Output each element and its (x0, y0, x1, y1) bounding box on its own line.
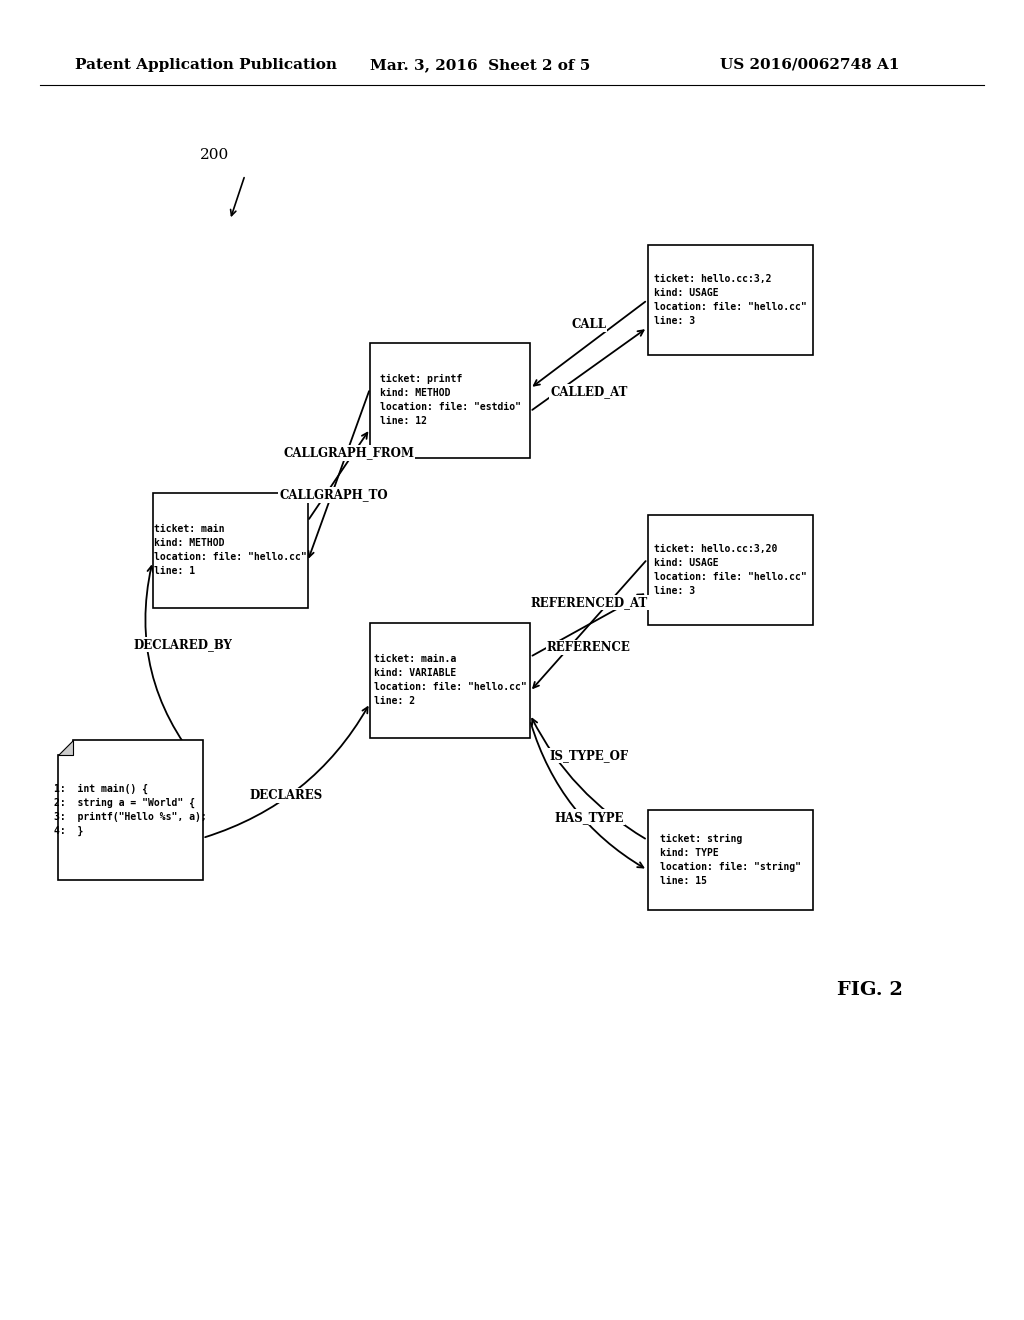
Bar (647, 810, 812, 909)
Text: CALLED_AT: CALLED_AT (550, 385, 628, 399)
Text: FIG. 2: FIG. 2 (837, 981, 903, 999)
Text: ticket: hello.cc:3,2
kind: USAGE
location: file: "hello.cc"
line: 3: ticket: hello.cc:3,2 kind: USAGE locatio… (653, 275, 806, 326)
Text: DECLARED_BY: DECLARED_BY (133, 639, 232, 651)
Bar (370, 342, 530, 458)
Text: ticket: string
kind: TYPE
location: file: "string"
line: 15: ticket: string kind: TYPE location: file… (659, 834, 801, 886)
Text: REFERENCE: REFERENCE (547, 640, 631, 653)
Text: 1:  int main() {
2:  string a = "World" {
3:  printf("Hello %s", a);
4:  }: 1: int main() { 2: string a = "World" { … (53, 784, 207, 837)
Text: REFERENCED_AT: REFERENCED_AT (530, 597, 647, 609)
Text: 200: 200 (200, 148, 229, 162)
Text: IS_TYPE_OF: IS_TYPE_OF (549, 748, 629, 762)
Text: CALL: CALL (571, 318, 606, 331)
Bar (153, 492, 307, 607)
Text: US 2016/0062748 A1: US 2016/0062748 A1 (720, 58, 899, 73)
Text: Patent Application Publication: Patent Application Publication (75, 58, 337, 73)
Text: ticket: hello.cc:3,20
kind: USAGE
location: file: "hello.cc"
line: 3: ticket: hello.cc:3,20 kind: USAGE locati… (653, 544, 806, 597)
Text: CALLGRAPH_TO: CALLGRAPH_TO (280, 488, 388, 502)
Text: CALLGRAPH_FROM: CALLGRAPH_FROM (284, 446, 414, 459)
Bar (647, 246, 812, 355)
Text: Mar. 3, 2016  Sheet 2 of 5: Mar. 3, 2016 Sheet 2 of 5 (370, 58, 590, 73)
Text: DECLARES: DECLARES (250, 789, 323, 803)
Text: ticket: main.a
kind: VARIABLE
location: file: "hello.cc"
line: 2: ticket: main.a kind: VARIABLE location: … (374, 653, 526, 706)
Polygon shape (57, 741, 203, 880)
Bar (370, 623, 530, 738)
Bar (647, 515, 812, 624)
Text: HAS_TYPE: HAS_TYPE (554, 810, 624, 824)
Text: ticket: main
kind: METHOD
location: file: "hello.cc"
line: 1: ticket: main kind: METHOD location: file… (154, 524, 306, 576)
Polygon shape (57, 741, 73, 755)
Text: ticket: printf
kind: METHOD
location: file: "estdio"
line: 12: ticket: printf kind: METHOD location: fi… (380, 374, 520, 426)
